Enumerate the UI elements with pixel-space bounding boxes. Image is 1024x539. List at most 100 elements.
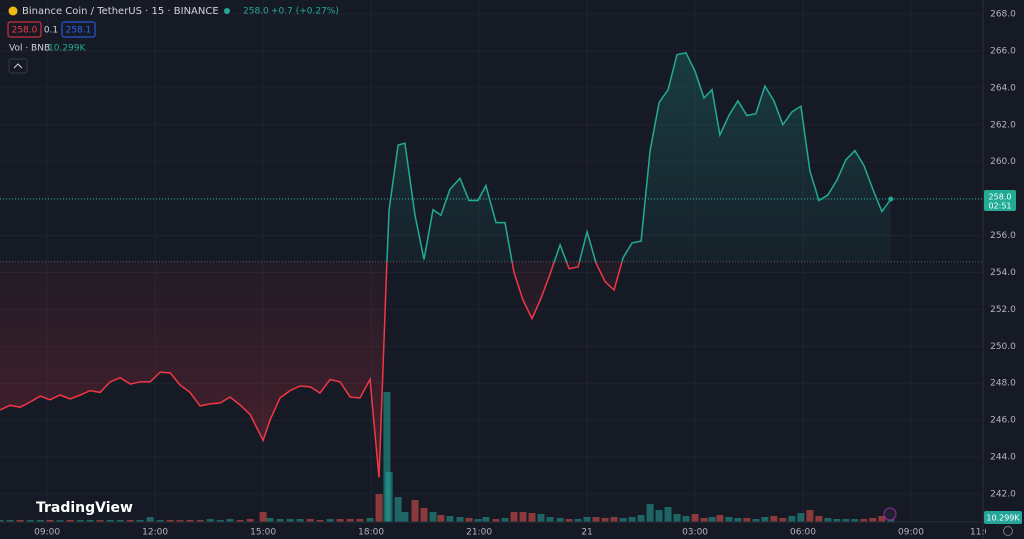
- volume-label-box: [984, 511, 1022, 524]
- volume-bar: [176, 520, 184, 522]
- volume-label: 10.299K: [986, 514, 1020, 523]
- baseline-fill: [0, 52, 891, 478]
- last-price-box: [984, 189, 1016, 211]
- volume-bar: [770, 515, 778, 522]
- volume-bar: [276, 519, 284, 522]
- volume-bar: [126, 519, 134, 522]
- volume-bar: [56, 520, 64, 522]
- symbol-title[interactable]: Binance Coin / TetherUS · 15 · BINANCE: [22, 6, 219, 17]
- volume-bar: [725, 517, 733, 522]
- volume-bar: [842, 519, 850, 522]
- x-tick-label: 18:00: [358, 528, 384, 538]
- lightning-icon[interactable]: [883, 507, 897, 521]
- volume-bar: [296, 519, 304, 522]
- countdown: 02:51: [988, 201, 1011, 210]
- volume-bar: [259, 512, 267, 522]
- price-line: [0, 51, 892, 478]
- volume-bar: [806, 510, 814, 522]
- volume-bar: [401, 512, 409, 522]
- volume-bar: [206, 519, 214, 522]
- volume-bar: [815, 515, 823, 522]
- volume-bar: [375, 493, 383, 522]
- volume-bar: [216, 520, 224, 522]
- volume-bar: [146, 517, 154, 522]
- change: +0.7 (+0.27%): [271, 7, 339, 17]
- sell-box[interactable]: [7, 21, 42, 38]
- volume-bar: [700, 518, 708, 522]
- volume-bar: [76, 520, 84, 522]
- sell-price[interactable]: 258.0: [12, 26, 38, 36]
- y-tick-label: 248.0: [990, 379, 1016, 389]
- volume-bar: [628, 517, 636, 522]
- volume-bar: [519, 512, 527, 522]
- volume-bar: [336, 519, 344, 522]
- volume-bar: [583, 517, 591, 522]
- volume-bar: [356, 519, 364, 522]
- x-tick-label: 06:00: [790, 528, 816, 538]
- volume-value: 10.299K: [48, 44, 86, 54]
- volume-bar: [743, 518, 751, 522]
- buy-price[interactable]: 258.1: [66, 26, 92, 36]
- volume-bar: [429, 512, 437, 522]
- volume-bar: [474, 519, 482, 522]
- volume-bar: [716, 515, 724, 522]
- volume-bar: [446, 515, 454, 522]
- volume-bar: [236, 519, 244, 522]
- volume-bar: [16, 519, 24, 522]
- volume-bar: [316, 520, 324, 522]
- volume-bar: [734, 518, 742, 522]
- symbol-icon: [8, 6, 18, 16]
- volume-bar: [66, 520, 74, 522]
- y-tick-label: 266.0: [990, 46, 1016, 56]
- volume-bar: [574, 519, 582, 522]
- y-tick-label: 254.0: [990, 268, 1016, 278]
- volume-bar: [456, 517, 464, 522]
- volume-bar: [411, 500, 419, 522]
- volume-bar: [326, 519, 334, 522]
- volume-bar: [383, 392, 391, 522]
- buy-box[interactable]: [61, 21, 96, 38]
- volume-bar: [385, 472, 393, 522]
- x-tick-label: 11:00: [970, 528, 996, 538]
- x-tick-label: 15:00: [250, 528, 276, 538]
- volume-bar: [761, 517, 769, 522]
- volume-bar: [286, 519, 294, 522]
- spread: 0.1: [44, 26, 58, 36]
- volume-bar: [565, 519, 573, 522]
- volume-bar: [346, 519, 354, 522]
- volume-bar: [851, 519, 859, 522]
- last-price-label: 258.0: [989, 192, 1012, 201]
- x-tick-label: 09:00: [898, 528, 924, 538]
- volume-bar: [266, 518, 274, 522]
- volume-bar: [465, 518, 473, 522]
- volume-bar: [186, 520, 194, 522]
- settings-icon[interactable]: [1003, 526, 1013, 536]
- volume-bar: [26, 520, 34, 522]
- volume-bar: [619, 518, 627, 522]
- x-tick-label: 21: [581, 528, 592, 538]
- volume-bar: [878, 515, 886, 522]
- volume-bar: [610, 517, 618, 522]
- volume-bar: [682, 515, 690, 522]
- volume-bar: [6, 520, 14, 522]
- volume-bar: [637, 515, 645, 522]
- volume-bar: [46, 519, 54, 522]
- x-tick-label: 12:00: [142, 528, 168, 538]
- watermark: TradingView: [36, 500, 133, 516]
- volume-bar: [788, 515, 796, 522]
- volume-bar: [646, 503, 654, 522]
- volume-bar: [752, 519, 760, 522]
- volume-bar: [860, 519, 868, 522]
- volume-bar: [528, 513, 536, 522]
- volume-bar: [664, 507, 672, 522]
- y-tick-label: 262.0: [990, 120, 1016, 130]
- y-tick-label: 264.0: [990, 83, 1016, 93]
- volume-bar: [86, 519, 94, 522]
- volume-bar: [833, 519, 841, 522]
- price-axis: [983, 0, 1024, 539]
- collapse-button[interactable]: [8, 58, 28, 74]
- volume-bar: [306, 519, 314, 522]
- volume-bar: [420, 508, 428, 522]
- volume-bar: [437, 515, 445, 522]
